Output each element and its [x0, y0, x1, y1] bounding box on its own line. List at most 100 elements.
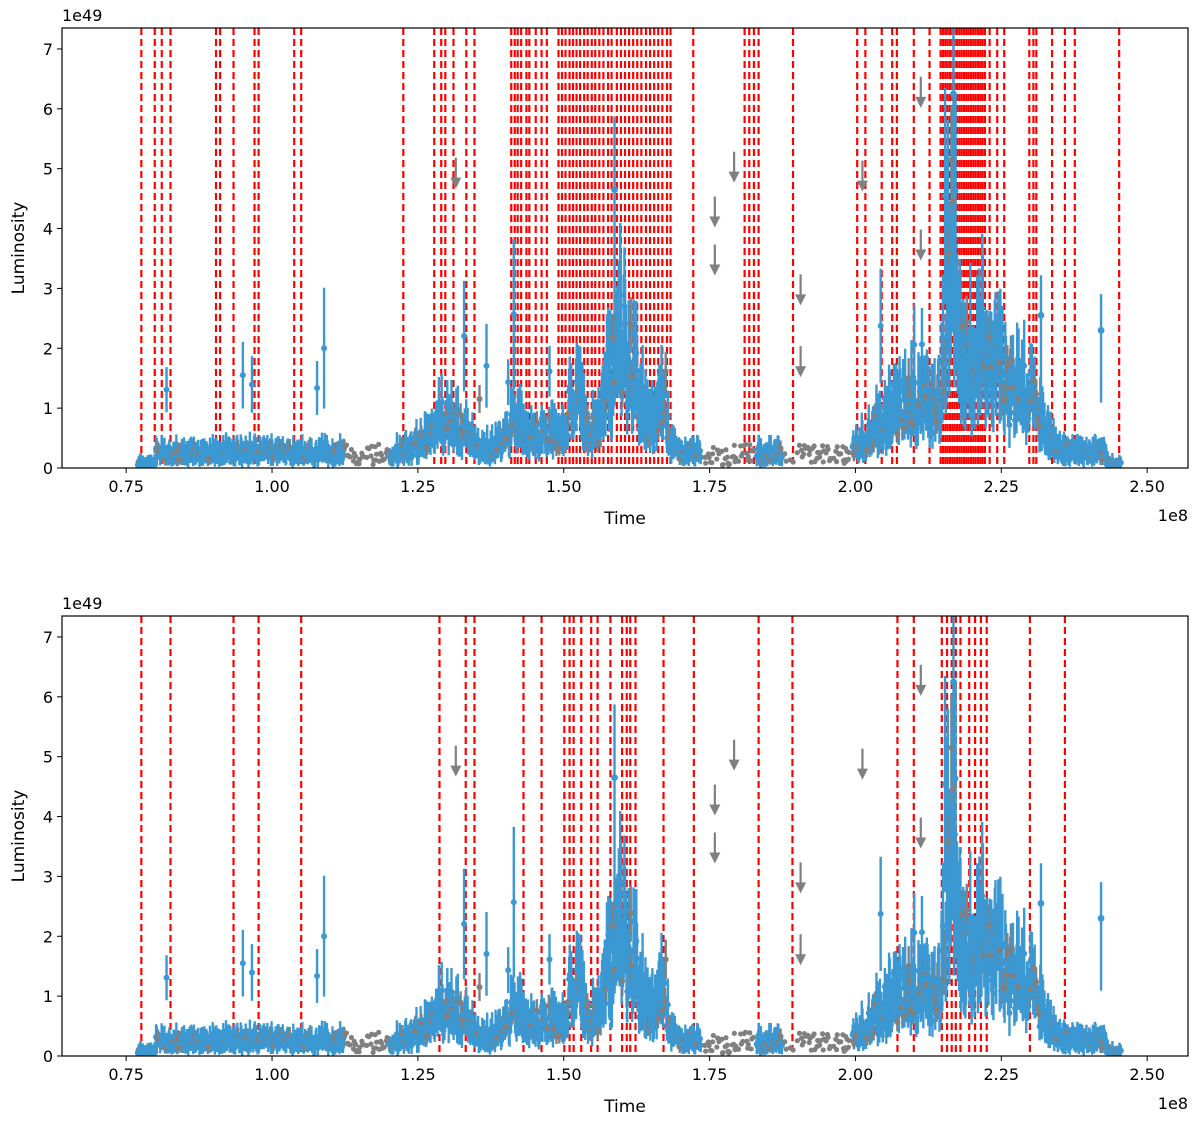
data-point [413, 1021, 420, 1028]
data-point [948, 744, 955, 751]
data-point [608, 998, 615, 1005]
data-point [617, 292, 624, 299]
data-point [577, 383, 584, 390]
upper-limit-arrow-head [915, 249, 927, 261]
data-point [998, 957, 1005, 964]
data-point [550, 438, 557, 445]
data-point [503, 1023, 510, 1030]
data-point [950, 197, 957, 204]
data-point [946, 852, 953, 859]
upper-limit-marker [726, 461, 733, 467]
data-point [157, 1039, 164, 1046]
data-point [937, 1000, 944, 1007]
data-point [608, 404, 615, 411]
y-tick-label: 5 [43, 160, 53, 179]
data-point [859, 1022, 866, 1029]
data-point [620, 917, 627, 924]
data-point [914, 419, 921, 426]
data-point [491, 1041, 498, 1048]
data-point [893, 412, 900, 419]
data-point [556, 444, 563, 451]
data-point [639, 384, 646, 391]
data-point [911, 341, 918, 348]
data-point [431, 434, 438, 441]
data-point [248, 969, 255, 976]
data-point [1040, 414, 1047, 421]
data-point [886, 978, 893, 985]
data-point [974, 976, 981, 983]
upper-limit-marker [747, 1030, 753, 1036]
data-point [923, 401, 930, 408]
data-point [476, 983, 483, 990]
data-point [924, 965, 931, 972]
data-points [134, 678, 1124, 1056]
data-point [619, 977, 626, 984]
data-point [911, 929, 918, 936]
data-point [1039, 403, 1046, 410]
data-point [655, 427, 662, 434]
upper-limit-marker [710, 451, 716, 457]
data-point [992, 341, 999, 348]
data-point [606, 397, 613, 404]
data-point [976, 309, 983, 316]
data-point [1002, 352, 1009, 359]
data-point [915, 379, 922, 386]
upper-limit-marker [343, 442, 350, 448]
data-point [1012, 417, 1019, 424]
upper-limit-marker [806, 451, 812, 458]
data-point [475, 1024, 482, 1031]
data-point [633, 350, 640, 357]
upper-limit-arrow-head [795, 294, 807, 306]
data-point [445, 434, 452, 441]
upper-limit-marker [714, 456, 720, 462]
data-point [895, 981, 902, 988]
upper-limit-marker [370, 461, 376, 468]
data-point [1026, 986, 1033, 993]
data-point [977, 925, 984, 932]
data-point [992, 929, 999, 936]
data-point [1037, 409, 1044, 416]
data-point [314, 384, 321, 391]
data-point [940, 389, 947, 396]
data-point [907, 429, 914, 436]
data-point [973, 366, 980, 373]
data-point [697, 447, 704, 454]
data-points [134, 90, 1124, 468]
data-point [1028, 958, 1035, 965]
upper-limit-marker [352, 453, 359, 459]
data-point [458, 1029, 465, 1036]
upper-limit-marker [798, 447, 805, 453]
data-point [634, 994, 641, 1001]
data-point [1012, 1005, 1019, 1012]
data-point [967, 326, 974, 333]
data-point [979, 305, 986, 312]
data-point [618, 379, 625, 386]
data-point [445, 1022, 452, 1029]
data-point [596, 1000, 603, 1007]
data-point [961, 923, 968, 930]
y-tick-label: 2 [43, 339, 53, 358]
data-point [163, 974, 170, 981]
data-point [626, 359, 633, 366]
data-point [435, 1001, 442, 1008]
upper-limit-marker [834, 1032, 840, 1038]
data-point [423, 444, 430, 451]
data-point [625, 934, 632, 941]
data-point [503, 435, 510, 442]
data-point [996, 375, 1003, 382]
data-point [505, 379, 512, 386]
upper-limit-marker [750, 446, 756, 452]
bottom-panel: 0.75 1.00 1.25 1.50 1.75 2.00 2.25 2.5001234567… [9, 594, 1189, 1117]
upper-limit-arrow-head [709, 216, 721, 228]
data-point [939, 334, 946, 341]
data-point [878, 423, 885, 430]
data-point [662, 368, 669, 375]
data-point [630, 330, 637, 337]
upper-limit-marker [825, 1034, 831, 1040]
data-point [239, 1044, 246, 1051]
data-point [986, 334, 993, 341]
upper-limit-marker [747, 442, 753, 448]
data-point [601, 373, 608, 380]
data-point [427, 1025, 434, 1032]
